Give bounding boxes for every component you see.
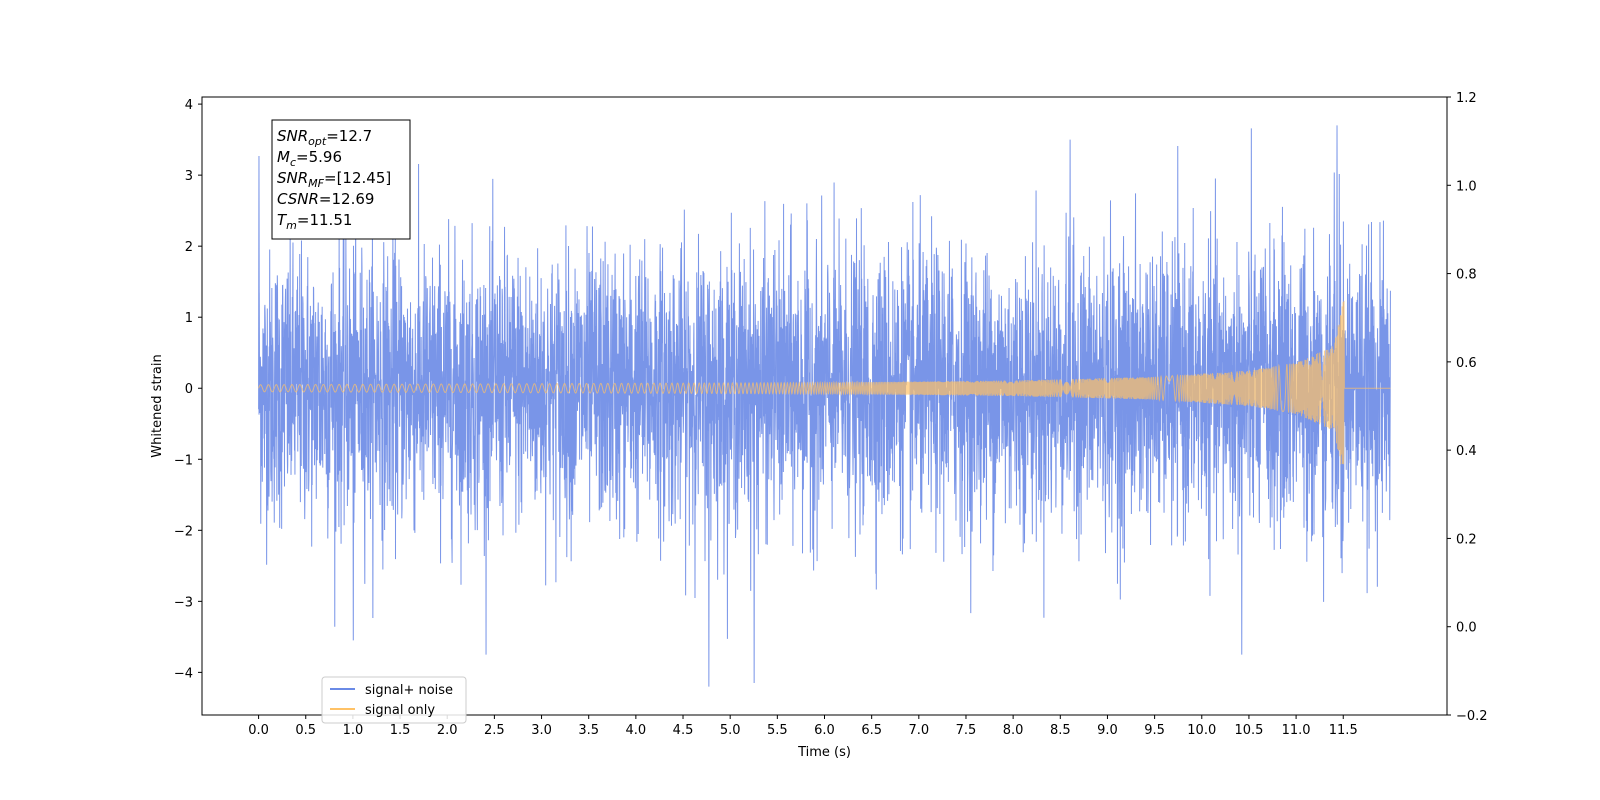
annotation-symbol: T [277,211,288,229]
x-tick-label: 10.0 [1187,723,1216,738]
y-axis-right: −0.2 0.0 0.2 0.4 0.6 0.8 1.0 1.2 [1447,91,1488,724]
y2-tick-label: 0.6 [1456,356,1477,371]
x-tick-label: 4.5 [673,723,694,738]
annotation-line: CSNR=12.69 [277,190,374,208]
y2-tick-label: 0.8 [1456,268,1477,283]
x-tick-label: 1.5 [390,723,411,738]
annotation-value: =12.69 [319,190,375,208]
x-tick-label: 11.0 [1282,723,1311,738]
y2-tick-label: −0.2 [1456,709,1488,724]
y-tick-label: 3 [185,169,193,184]
y-tick-label: 0 [185,382,193,397]
annotation-symbol: CSNR [277,190,319,208]
x-tick-label: 0.5 [295,723,316,738]
annotation-subscript: c [290,156,296,169]
x-tick-label: 7.5 [956,723,977,738]
annotation-value: =12.7 [326,127,372,145]
x-tick-label: 2.5 [484,723,505,738]
legend: signal+ noise signal only [321,676,467,724]
x-tick-label: 6.5 [861,723,882,738]
annotation-symbol: SNR [277,169,308,187]
y-tick-label: −4 [174,666,193,681]
x-tick-label: 7.0 [908,723,929,738]
annotation-line: Tm=11.51 [277,211,352,232]
y2-tick-label: 1.0 [1456,179,1477,194]
x-tick-label: 9.0 [1097,723,1118,738]
annotation-symbol: SNR [277,127,308,145]
series-signal-only [258,300,1391,465]
y2-tick-label: 0.4 [1456,444,1477,459]
y-tick-label: −2 [174,524,193,539]
annotation-line: Mc=5.96 [277,148,342,169]
y-tick-label: 2 [185,240,193,255]
legend-frame [321,676,467,724]
x-tick-label: 4.0 [626,723,647,738]
annotation-box: SNRopt=12.7Mc=5.96SNRMF=[12.45]CSNR=12.6… [271,119,411,240]
annotation-frame [271,119,411,240]
x-tick-label: 3.5 [578,723,599,738]
annotation-symbol: M [277,148,290,166]
x-tick-label: 5.0 [720,723,741,738]
y-tick-label: 1 [185,311,193,326]
annotation-subscript: opt [308,135,327,148]
y2-tick-label: 0.0 [1456,621,1477,636]
annotation-value: =5.96 [296,148,342,166]
legend-label-signal-only: signal only [365,703,435,718]
x-tick-label: 8.0 [1003,723,1024,738]
y-axis-left: −4 −3 −2 −1 0 1 2 3 4 [174,98,202,681]
x-tick-label: 0.0 [248,723,269,738]
annotation-value: =[12.45] [324,169,391,187]
x-tick-label: 10.5 [1234,723,1263,738]
x-tick-label: 11.5 [1329,723,1358,738]
x-tick-label: 9.5 [1144,723,1165,738]
y-tick-label: −1 [174,453,193,468]
signal-only-line [258,300,1391,465]
x-tick-label: 5.5 [767,723,788,738]
annotation-line: SNRopt=12.7 [277,127,372,148]
x-tick-label: 8.5 [1050,723,1071,738]
x-axis-label: Time (s) [797,745,851,760]
x-tick-label: 2.0 [437,723,458,738]
x-tick-label: 1.0 [343,723,364,738]
annotation-subscript: m [286,219,297,232]
x-tick-label: 6.0 [814,723,835,738]
signal-noise-line [258,125,1391,687]
legend-label-signal-noise: signal+ noise [365,683,453,698]
x-tick-label: 3.0 [531,723,552,738]
y2-tick-label: 0.2 [1456,532,1477,547]
y-axis-label: Whitened strain [150,354,165,457]
y-tick-label: 4 [185,98,193,113]
series-signal-noise [258,125,1391,687]
annotation-subscript: MF [308,177,324,190]
y-tick-label: −3 [174,595,193,610]
y2-tick-label: 1.2 [1456,91,1477,106]
x-axis: 0.0 0.5 1.0 1.5 2.0 2.5 3.0 3.5 4.0 4.5 5.0 5.5 6.0 6… [248,715,1358,738]
annotation-value: =11.51 [297,211,353,229]
annotation-line: SNRMF=[12.45] [277,169,391,190]
